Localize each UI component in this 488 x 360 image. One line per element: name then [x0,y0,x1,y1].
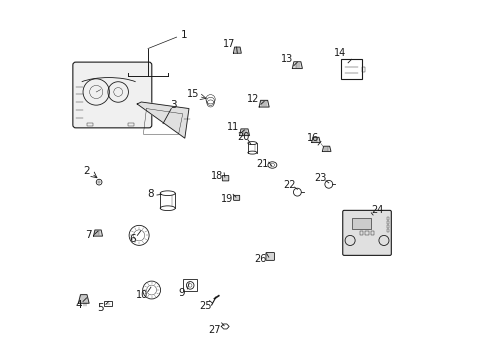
Text: 4: 4 [75,300,82,310]
Polygon shape [93,230,102,236]
Polygon shape [259,100,268,107]
Polygon shape [292,62,302,68]
Bar [87,123,93,126]
Polygon shape [239,129,249,136]
Text: 3: 3 [169,100,176,110]
Text: 23: 23 [313,173,326,183]
Text: 16: 16 [306,133,319,143]
Polygon shape [311,137,320,143]
Polygon shape [322,146,330,152]
Bar [104,301,111,306]
Bar [127,123,133,126]
Text: 9: 9 [178,288,185,298]
Text: 12: 12 [246,94,259,104]
Text: 21: 21 [256,159,268,169]
Bar [183,279,197,291]
Text: 15: 15 [186,89,199,99]
Text: 6: 6 [129,234,135,244]
Text: 11: 11 [226,122,239,132]
Bar [370,231,374,235]
Polygon shape [233,47,241,53]
FancyBboxPatch shape [233,195,239,201]
Polygon shape [78,295,89,303]
Text: 17: 17 [222,39,235,49]
Bar [386,221,388,224]
Text: 8: 8 [147,189,154,199]
Text: 26: 26 [254,254,266,264]
Text: 7: 7 [84,230,91,240]
Bar [386,229,388,232]
Bar [386,217,388,220]
Bar [359,231,363,235]
FancyBboxPatch shape [222,176,228,181]
Text: 22: 22 [283,180,295,190]
Bar [340,59,362,79]
Text: 25: 25 [199,301,211,311]
Text: 1: 1 [180,30,187,40]
FancyBboxPatch shape [73,62,151,128]
Text: 13: 13 [280,54,292,64]
Text: 5: 5 [98,302,104,312]
Text: 14: 14 [333,48,346,58]
Bar [365,231,368,235]
Text: 2: 2 [83,166,90,176]
Text: 24: 24 [370,205,383,215]
Text: 27: 27 [207,325,220,335]
Polygon shape [137,102,188,138]
Text: 10: 10 [136,290,148,300]
Text: 19: 19 [221,194,233,204]
Bar [352,218,370,229]
FancyBboxPatch shape [265,252,274,260]
Bar [386,225,388,228]
Bar [362,67,364,72]
Text: 20: 20 [236,132,249,142]
FancyBboxPatch shape [342,210,390,255]
Text: 18: 18 [210,171,223,181]
